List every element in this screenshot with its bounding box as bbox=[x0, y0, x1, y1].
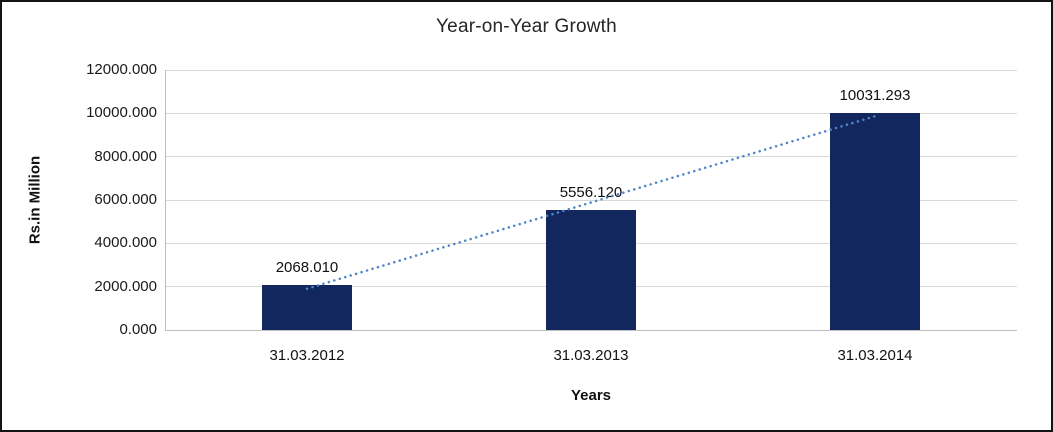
bar-data-label: 5556.120 bbox=[559, 183, 623, 201]
x-axis-title: Years bbox=[570, 387, 612, 404]
bar bbox=[262, 285, 352, 330]
bar bbox=[830, 112, 920, 330]
x-category-label: 31.03.2012 bbox=[269, 347, 345, 364]
y-tick-label: 8000.000 bbox=[94, 147, 157, 165]
bar bbox=[546, 209, 636, 330]
bar-data-label: 2068.010 bbox=[275, 259, 339, 277]
x-category-label: 31.03.2013 bbox=[553, 347, 629, 364]
y-tick-label: 0.000 bbox=[119, 321, 157, 338]
bar-data-label: 10031.293 bbox=[839, 86, 911, 104]
x-category-label: 31.03.2014 bbox=[837, 347, 913, 364]
y-tick-label: 10000.000 bbox=[86, 104, 157, 122]
y-tick-label: 6000.000 bbox=[94, 191, 157, 208]
y-tick-label: 2000.000 bbox=[94, 277, 157, 295]
chart-title: Year-on-Year Growth bbox=[436, 16, 617, 37]
y-axis-title: Rs.in Million bbox=[26, 155, 44, 245]
gridline bbox=[165, 69, 1017, 71]
y-axis-line bbox=[165, 70, 166, 330]
y-tick-label: 12000.000 bbox=[86, 61, 157, 78]
x-axis-line bbox=[165, 330, 1017, 331]
gridline bbox=[165, 112, 1017, 114]
y-tick-label: 4000.000 bbox=[94, 234, 157, 252]
